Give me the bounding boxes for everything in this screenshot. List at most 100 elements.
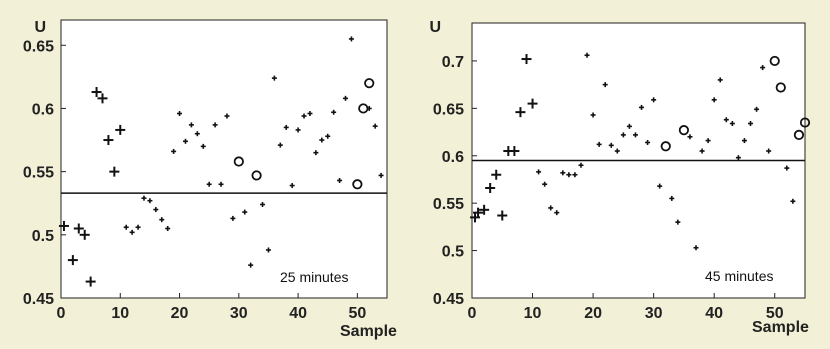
data-point-dot — [230, 215, 236, 221]
data-point-dot — [723, 117, 729, 123]
data-point-dot — [717, 77, 723, 83]
y-tick-label: 0.5 — [32, 228, 54, 245]
data-point-dot — [790, 198, 796, 204]
data-point-dot — [171, 148, 177, 154]
y-tick-label: 0.55 — [23, 165, 54, 182]
data-point-dot — [639, 104, 645, 110]
data-point-dot — [699, 148, 705, 154]
data-point-dot — [277, 142, 283, 148]
data-point-plus — [115, 124, 126, 135]
data-point-plus — [527, 98, 538, 109]
data-point-dot — [248, 262, 254, 268]
data-point-circle — [793, 129, 805, 140]
data-point-plus — [509, 146, 520, 157]
data-point-circle — [775, 82, 786, 93]
data-point-dot — [319, 137, 325, 143]
data-point-dot — [748, 121, 754, 127]
data-point-dot — [687, 134, 693, 140]
scatter-panel-1: 0.45 0.5 0.55 0.6 0.65 0 10 20 30 40 50 U Sample 25 m… — [23, 19, 397, 340]
data-point-dot — [348, 36, 354, 42]
data-point-dot — [705, 138, 711, 144]
data-point-dot — [177, 111, 183, 117]
data-point-circle — [769, 55, 780, 67]
y-tick-label: 0.55 — [433, 196, 464, 213]
data-point-dot — [657, 183, 663, 189]
data-point-dot — [123, 224, 129, 230]
x-axis-label: Sample — [340, 323, 397, 340]
x-tick-label: 40 — [289, 305, 307, 322]
x-tick-label: 0 — [468, 305, 477, 322]
x-tick-label: 40 — [705, 305, 723, 322]
data-point-plus — [73, 223, 84, 234]
data-point-dot — [283, 124, 289, 130]
data-point-dot — [289, 183, 295, 189]
data-point-dot — [378, 172, 384, 178]
time-annotation: 45 minutes — [705, 268, 773, 284]
data-point-plus — [515, 107, 526, 118]
data-point-dot — [153, 207, 159, 213]
y-tick-label: 0.45 — [23, 291, 54, 308]
data-point-dot — [735, 155, 741, 161]
data-point-dot — [147, 198, 153, 204]
data-point-dot — [165, 226, 171, 231]
data-point-dot — [224, 113, 230, 119]
data-point-dot — [295, 127, 301, 133]
data-point-dot — [182, 138, 188, 144]
x-tick-label: 50 — [766, 305, 784, 322]
data-point-plus — [103, 135, 114, 146]
data-point-dot — [194, 131, 200, 137]
data-point-plus — [79, 229, 90, 240]
data-point-dot — [548, 205, 554, 211]
data-point-dot — [260, 201, 266, 207]
y-tick-label: 0.6 — [32, 101, 54, 118]
data-point-circle — [799, 117, 811, 128]
data-point-plus — [58, 220, 69, 231]
data-point-circle — [358, 103, 369, 114]
data-point-dot — [572, 172, 578, 178]
data-point-dot — [590, 112, 596, 118]
data-point-dot — [325, 133, 331, 139]
data-point-dot — [554, 210, 560, 216]
y-axis-label: U — [34, 19, 46, 36]
x-axis-label: Sample — [752, 319, 809, 336]
scatter-panel-2: 0.45 0.5 0.55 0.6 0.65 0.7 0 10 20 30 40 50 U Sample 4… — [429, 19, 811, 336]
data-point-dot — [620, 132, 626, 138]
x-tick-label: 50 — [348, 305, 366, 322]
data-point-dot — [596, 141, 602, 147]
data-point-plus — [97, 93, 108, 104]
x-tick-label: 20 — [584, 305, 602, 322]
y-tick-label: 0.7 — [442, 54, 464, 71]
data-point-dot — [784, 165, 790, 171]
data-point-dot — [212, 122, 218, 128]
data-point-dot — [188, 122, 194, 128]
data-point-dot — [331, 109, 337, 115]
data-point-dot — [560, 170, 566, 176]
x-tick-label: 0 — [57, 305, 66, 322]
data-point-dot — [206, 181, 212, 187]
data-point-dot — [632, 132, 638, 138]
data-point-dot — [675, 219, 681, 225]
data-point-dot — [372, 123, 378, 129]
plot-area — [60, 19, 388, 299]
data-point-plus — [491, 169, 502, 180]
y-tick-label: 0.65 — [23, 38, 54, 55]
data-point-dot — [343, 95, 349, 101]
data-point-plus — [109, 166, 120, 177]
data-point-dot — [271, 75, 277, 81]
data-point-dot — [711, 97, 717, 103]
data-point-dot — [536, 169, 542, 175]
y-tick-label: 0.45 — [433, 291, 464, 308]
data-point-dot — [729, 121, 735, 127]
data-point-circle — [233, 156, 244, 167]
data-point-dot — [242, 209, 248, 215]
y-axis-label: U — [429, 19, 441, 36]
data-point-dot — [313, 150, 319, 156]
data-point-dot — [337, 177, 343, 183]
y-tick-label: 0.65 — [433, 101, 464, 118]
data-point-dot — [760, 65, 766, 71]
data-point-dot — [307, 111, 313, 117]
data-point-plus — [473, 207, 484, 218]
x-tick-label: 30 — [645, 305, 663, 322]
data-point-circle — [352, 179, 363, 190]
